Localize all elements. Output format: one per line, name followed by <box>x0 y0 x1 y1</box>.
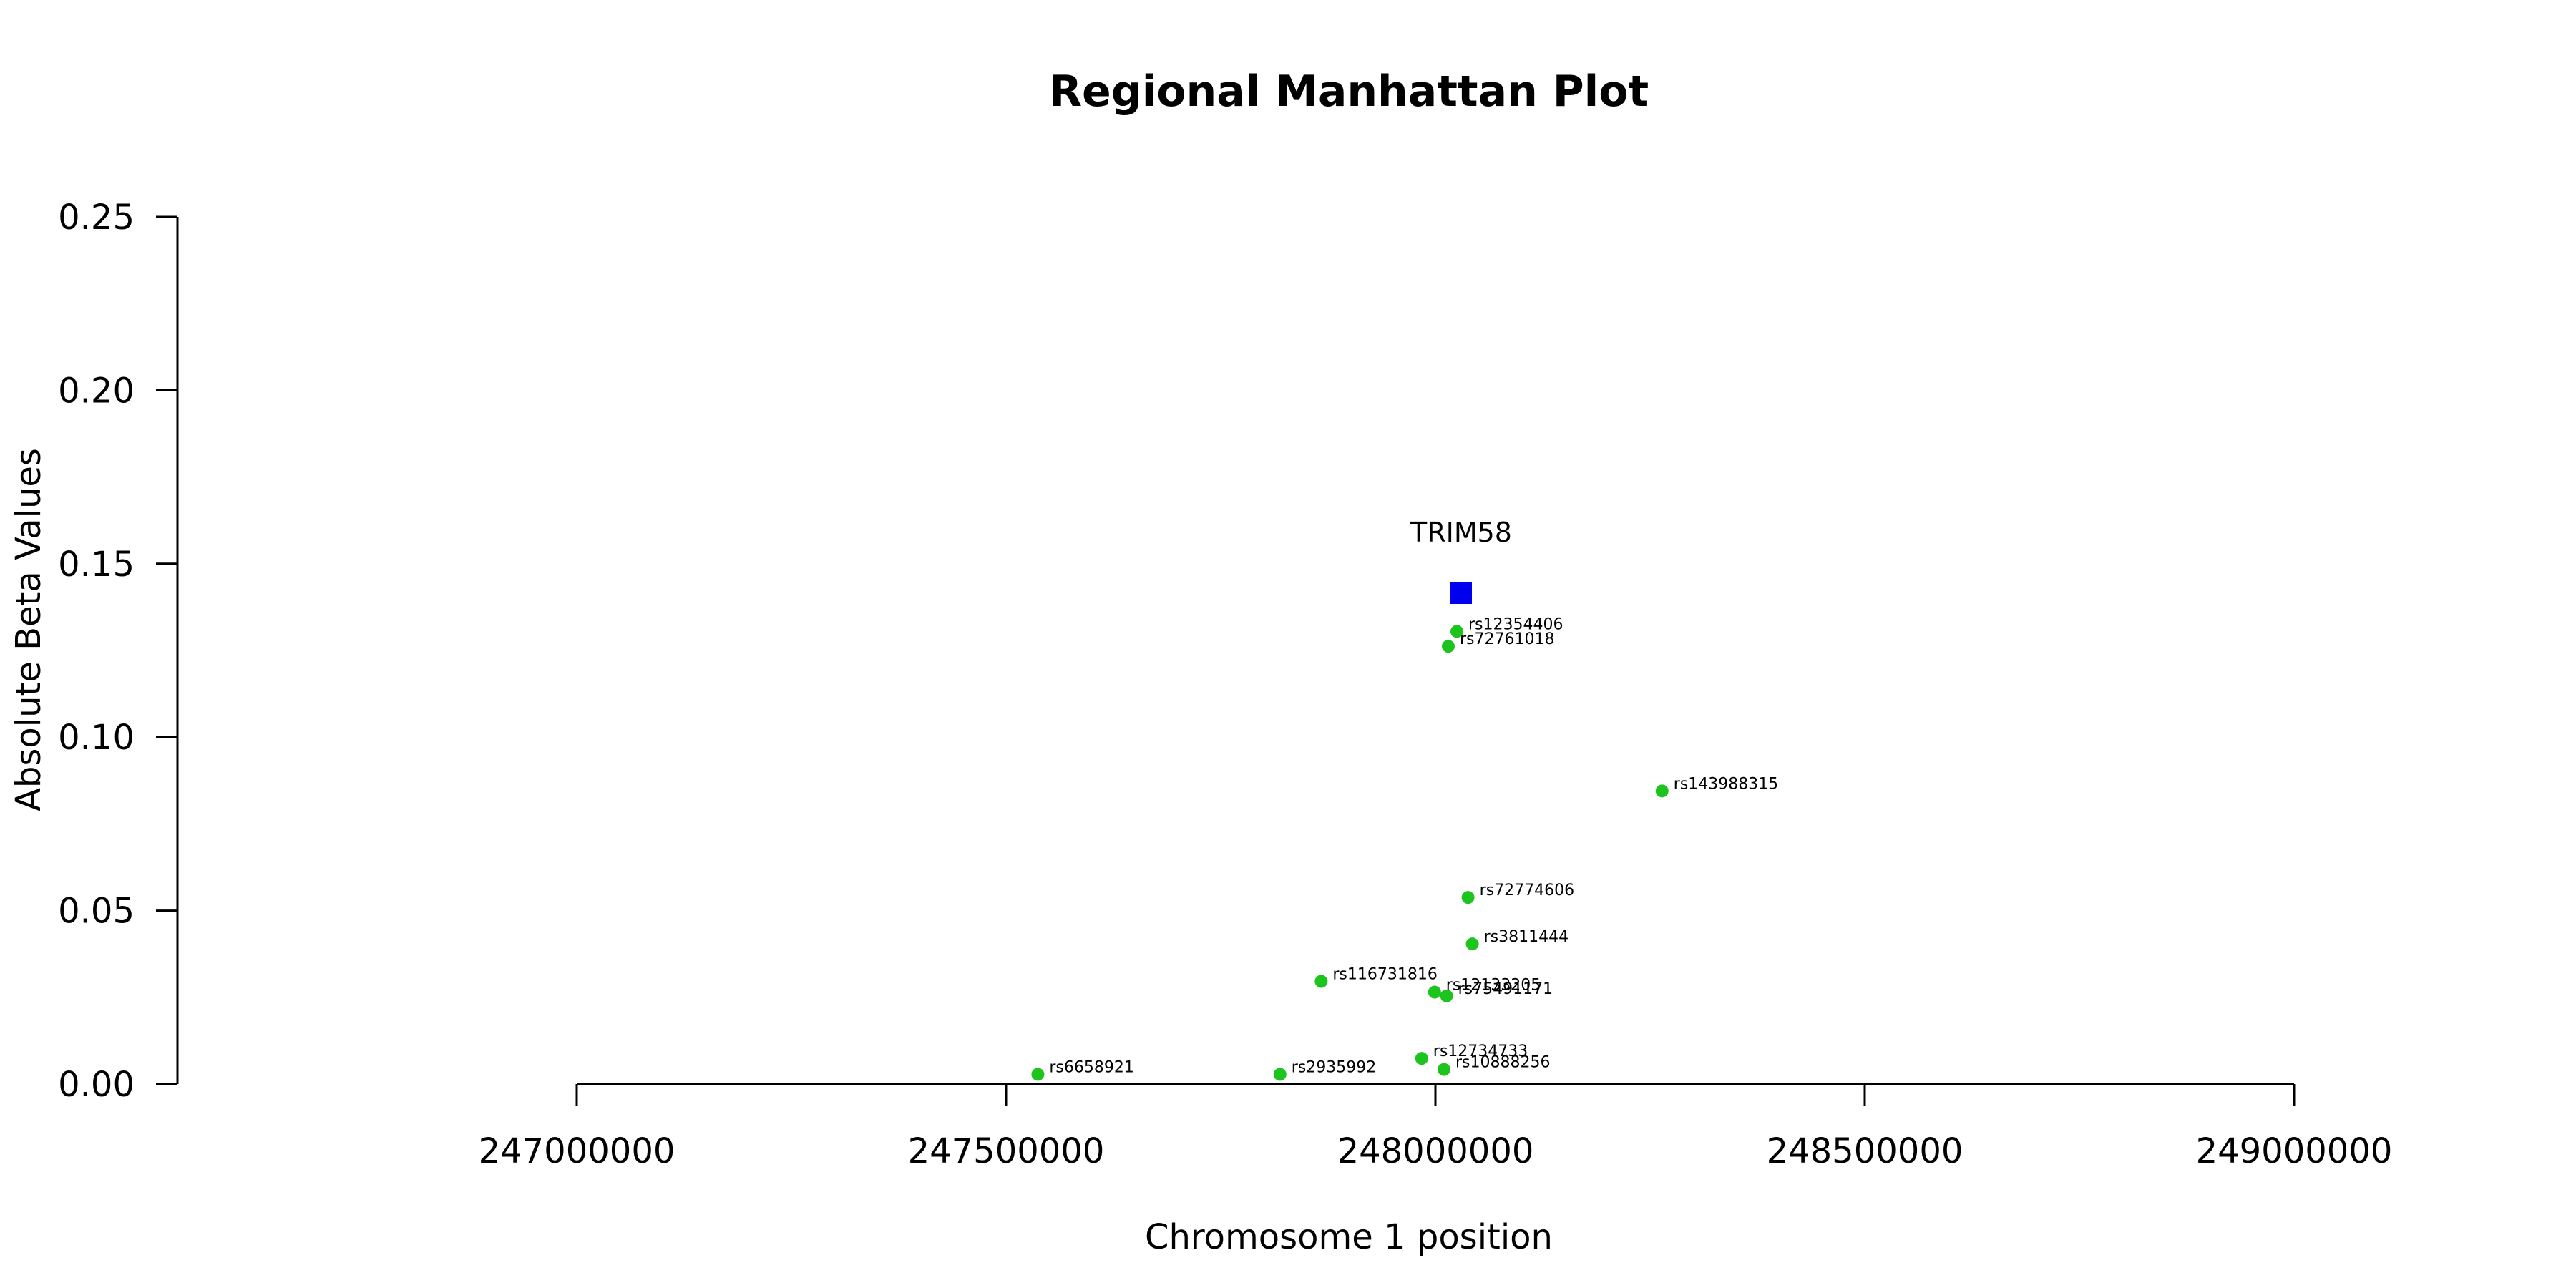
snp-point <box>1440 989 1453 1002</box>
snp-label: rs12133205 <box>1446 977 1541 995</box>
y-tick-label: 0.15 <box>58 545 135 585</box>
snp-point <box>1273 1068 1287 1081</box>
gene-marker-group: TRIM58 <box>1410 517 1512 605</box>
y-axis-label: Absolute Beta Values <box>9 448 49 811</box>
y-tick-label: 0.00 <box>58 1065 135 1105</box>
snp-label: rs143988315 <box>1674 775 1778 793</box>
snp-point <box>1415 1052 1428 1065</box>
x-tick-label: 247500000 <box>908 1131 1105 1171</box>
snp-label: rs3811444 <box>1484 928 1569 946</box>
x-tick-label: 248500000 <box>1767 1131 1963 1171</box>
snp-point <box>1450 625 1463 638</box>
snp-label: rs10888256 <box>1455 1054 1550 1072</box>
snp-label: rs75491171 <box>1458 980 1553 998</box>
y-tick-label: 0.05 <box>58 892 135 932</box>
snp-point <box>1031 1068 1045 1081</box>
gene-label: TRIM58 <box>1410 517 1512 548</box>
chart-title: Regional Manhattan Plot <box>1049 67 1649 117</box>
snp-point <box>1314 975 1328 988</box>
y-tick-label: 0.20 <box>58 371 135 411</box>
snp-point <box>1655 784 1669 798</box>
snp-point <box>1465 937 1479 951</box>
snp-label: rs72761018 <box>1460 630 1554 648</box>
snp-label: rs12734733 <box>1433 1043 1528 1060</box>
snp-label: rs116731816 <box>1332 965 1437 983</box>
snp-point <box>1428 985 1441 999</box>
x-tick-label: 249000000 <box>2196 1131 2393 1171</box>
y-tick-label: 0.10 <box>58 718 135 758</box>
x-tick-label: 247000000 <box>479 1131 675 1171</box>
x-axis: 247000000 247500000 248000000 248500000 2490… <box>479 1083 2393 1171</box>
snp-point <box>1442 640 1455 653</box>
y-tick-label: 0.25 <box>58 197 135 238</box>
snp-label: rs6658921 <box>1049 1058 1134 1076</box>
x-tick-label: 248000000 <box>1337 1131 1534 1171</box>
y-axis: 0.00 0.05 0.10 0.15 0.20 0.25 <box>58 197 179 1105</box>
snp-point <box>1438 1063 1450 1076</box>
snp-label: rs72774606 <box>1480 882 1574 899</box>
snp-label: rs2935992 <box>1292 1058 1377 1076</box>
x-axis-label: Chromosome 1 position <box>1145 1217 1553 1257</box>
gene-marker <box>1450 582 1472 605</box>
snp-point <box>1461 891 1475 904</box>
snp-label: rs12354406 <box>1468 615 1563 633</box>
